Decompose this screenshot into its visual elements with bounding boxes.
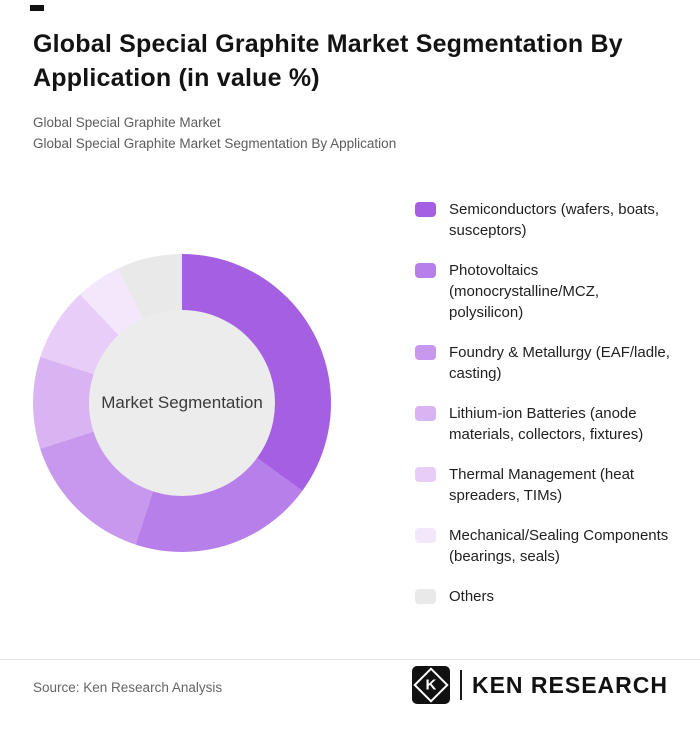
brand-logo-letter: K — [425, 676, 437, 694]
legend-item: Others — [415, 586, 671, 607]
legend-swatch — [415, 406, 436, 421]
legend-item: Foundry & Metallurgy (EAF/ladle, casting… — [415, 342, 671, 384]
legend-item: Mechanical/Sealing Components (bearings,… — [415, 525, 671, 567]
brand-logo-mark: K — [411, 666, 450, 704]
legend-swatch — [415, 589, 436, 604]
legend-swatch — [415, 202, 436, 217]
subtitle-line2: Global Special Graphite Market Segmentat… — [33, 136, 397, 151]
legend: Semiconductors (wafers, boats, susceptor… — [415, 199, 671, 607]
brand-logo: K KEN RESEARCH — [411, 666, 668, 704]
legend-swatch — [415, 263, 436, 278]
donut-hole: Market Segmentation — [89, 310, 275, 496]
legend-label: Lithium-ion Batteries (anode materials, … — [449, 405, 644, 443]
legend-label: Semiconductors (wafers, boats, susceptor… — [449, 201, 660, 239]
source-text: Source: Ken Research Analysis — [33, 680, 223, 695]
legend-item: Thermal Management (heat spreaders, TIMs… — [415, 464, 671, 506]
donut-center-label: Market Segmentation — [101, 393, 263, 412]
legend-item: Semiconductors (wafers, boats, susceptor… — [415, 199, 671, 241]
brand-logo-text: KEN RESEARCH — [471, 671, 668, 698]
legend-label: Others — [449, 588, 495, 605]
legend-item: Photovoltaics (monocrystalline/MCZ, poly… — [415, 260, 671, 323]
footer-divider — [0, 659, 700, 660]
donut-chart: Market Segmentation — [33, 254, 331, 552]
top-left-marker — [30, 5, 44, 11]
legend-label: Foundry & Metallurgy (EAF/ladle, casting… — [449, 344, 670, 382]
logo-separator — [459, 670, 462, 700]
page-title-line2: Application (in value %) — [33, 63, 320, 92]
subtitle-line1: Global Special Graphite Market — [33, 115, 221, 130]
legend-item: Lithium-ion Batteries (anode materials, … — [415, 403, 671, 445]
legend-swatch — [415, 345, 436, 360]
legend-swatch — [415, 528, 436, 543]
legend-label: Photovoltaics (monocrystalline/MCZ, poly… — [449, 262, 600, 321]
legend-swatch — [415, 467, 436, 482]
legend-label: Thermal Management (heat spreaders, TIMs… — [449, 466, 635, 504]
page-title: Global Special Graphite Market Segmentat… — [33, 28, 669, 95]
subtitle-block: Global Special Graphite Market Global Sp… — [33, 112, 396, 154]
legend-label: Mechanical/Sealing Components (bearings,… — [449, 527, 669, 565]
page-title-line1: Global Special Graphite Market Segmentat… — [33, 30, 623, 58]
